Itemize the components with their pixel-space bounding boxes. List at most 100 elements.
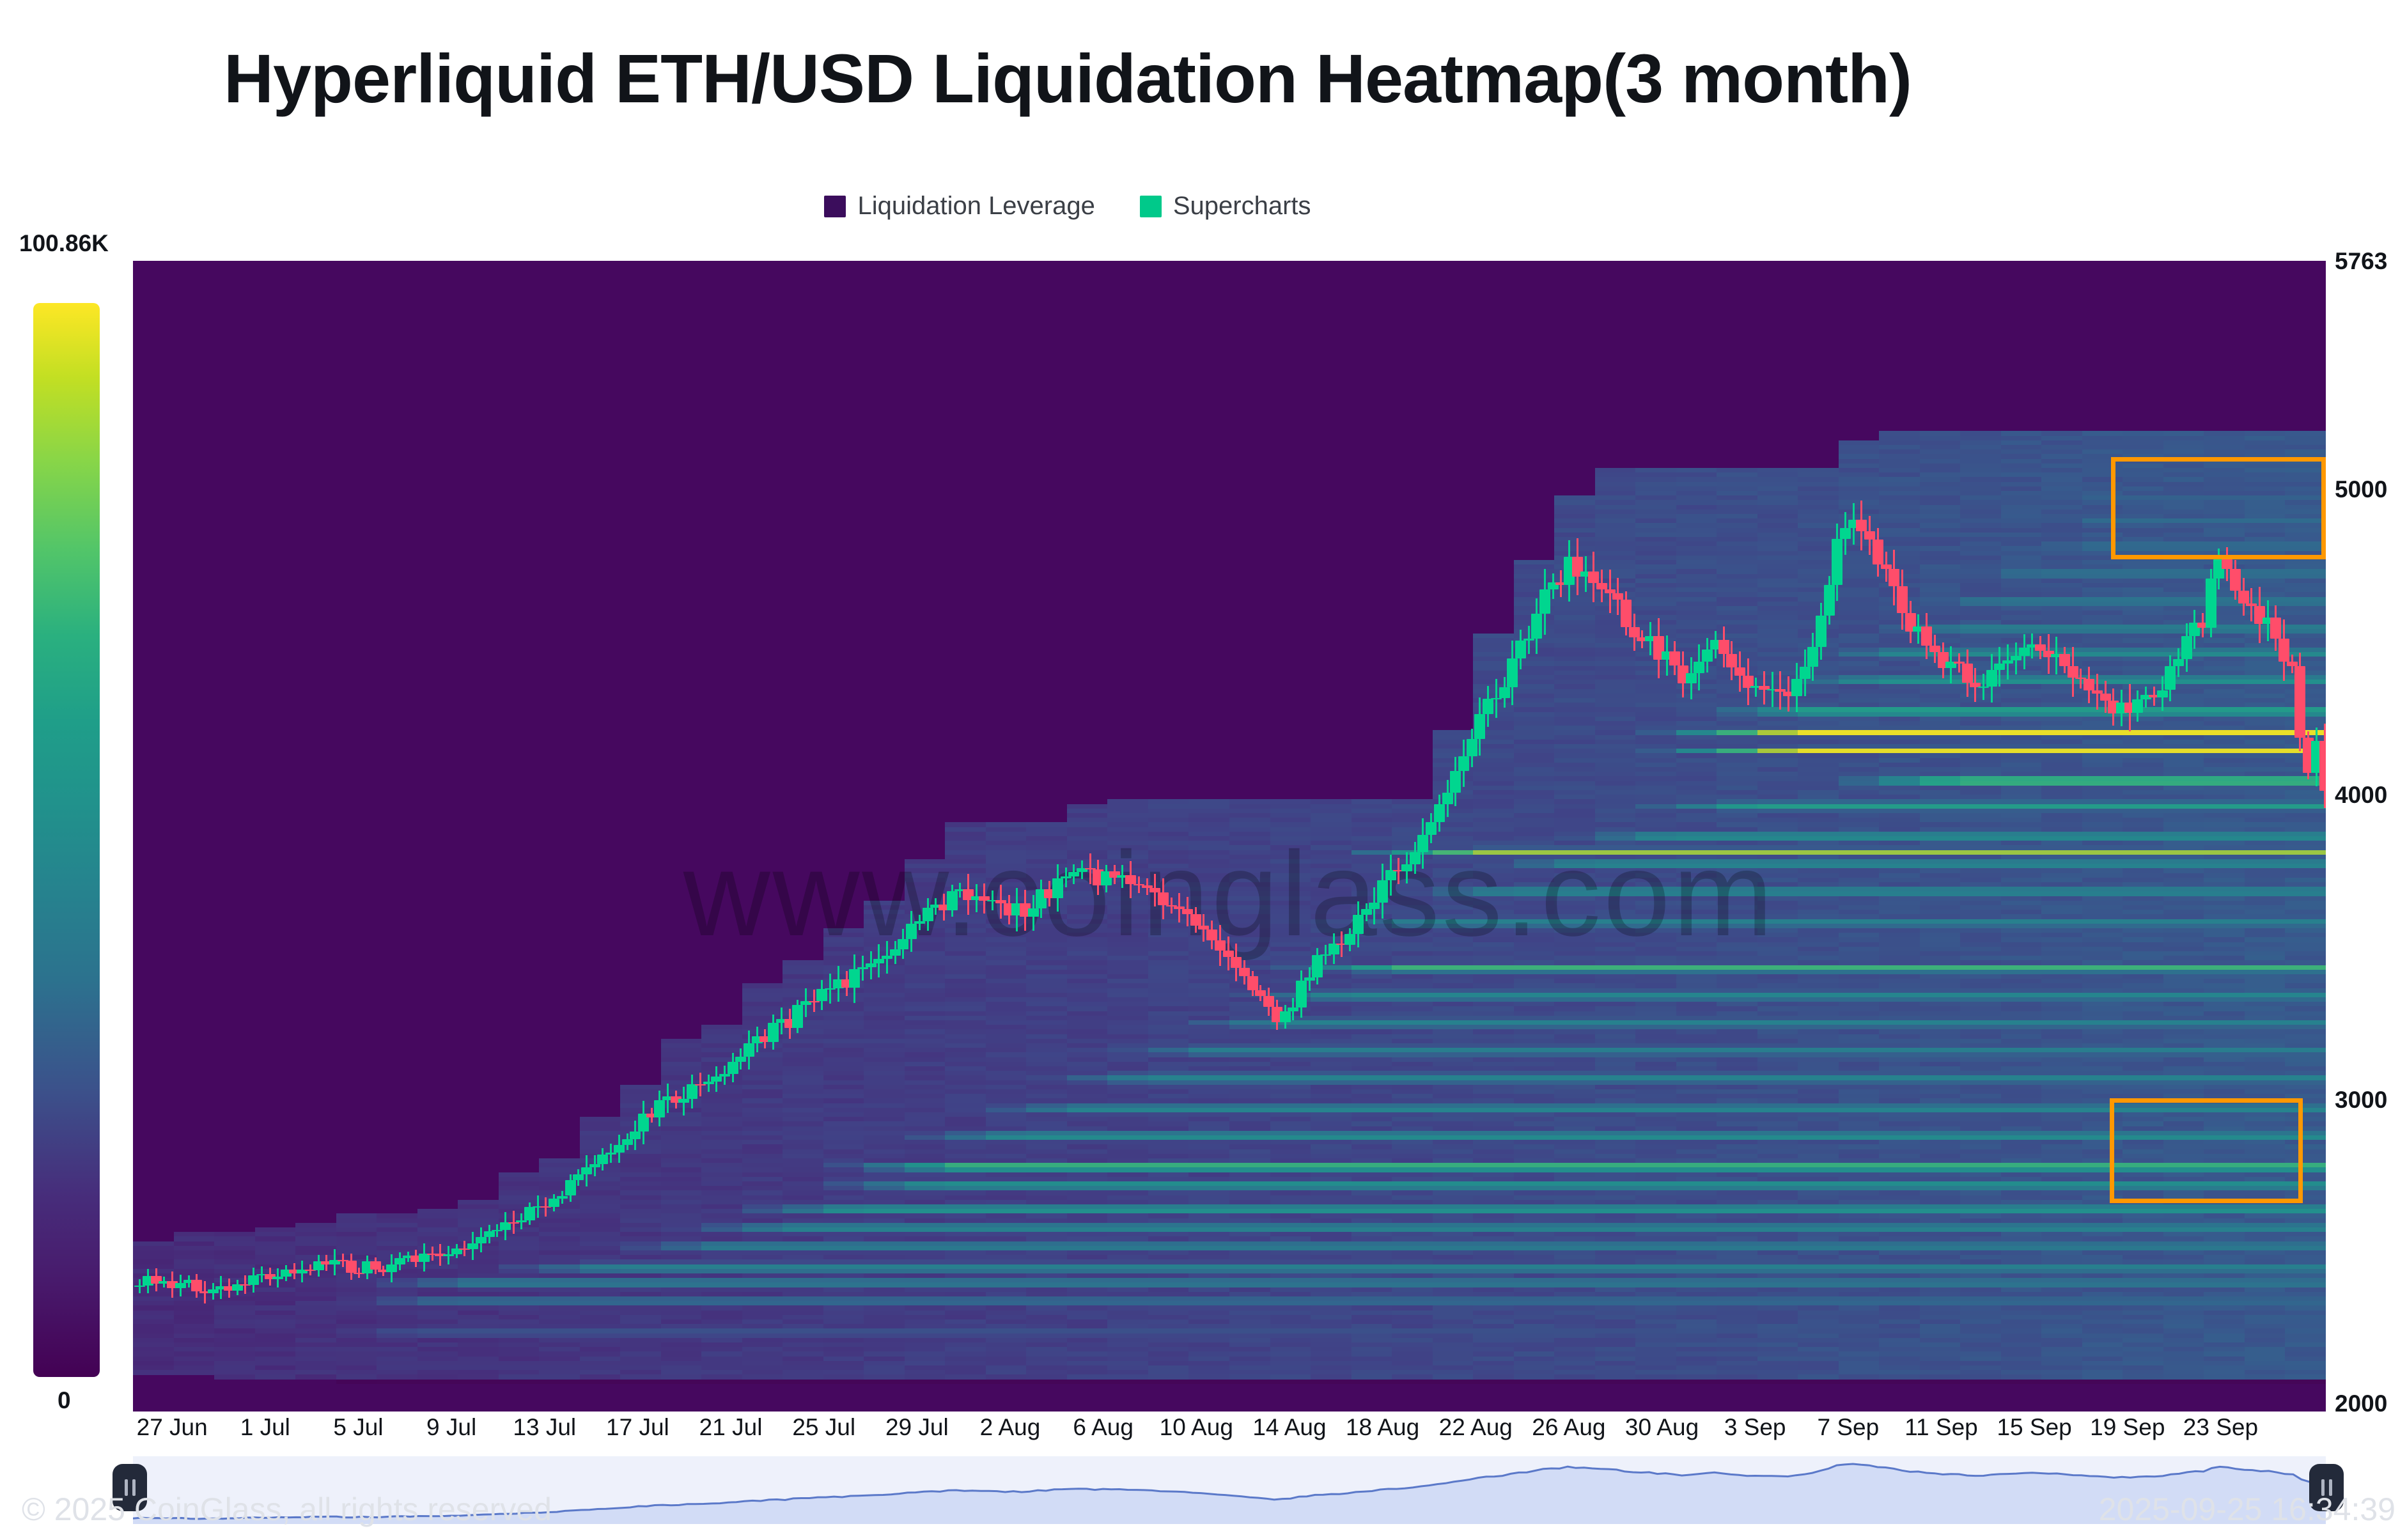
heatmap-cell bbox=[2163, 449, 2205, 455]
heatmap-cell bbox=[1594, 707, 1637, 713]
heatmap-cell bbox=[1879, 481, 1920, 487]
heatmap-cell bbox=[1798, 500, 1839, 506]
heatmap-cell bbox=[1879, 629, 1920, 634]
heatmap-cell bbox=[1717, 592, 1758, 598]
heatmap-cell bbox=[2041, 693, 2083, 699]
heatmap-row bbox=[133, 583, 2326, 588]
heatmap-cell bbox=[2082, 573, 2124, 579]
heatmap-cell bbox=[1798, 670, 1839, 676]
heatmap-cell bbox=[2082, 703, 2124, 708]
heatmap-cell bbox=[1594, 665, 1637, 671]
heatmap-cell bbox=[1798, 688, 1839, 694]
heatmap-cell bbox=[2163, 596, 2205, 602]
heatmap-cell bbox=[1879, 468, 1920, 473]
heatmap-cell bbox=[2163, 712, 2205, 717]
heatmap-cell bbox=[2285, 657, 2326, 662]
heatmap-cell bbox=[2082, 680, 2124, 685]
heatmap-cell bbox=[1960, 537, 2002, 542]
heatmap-cell bbox=[1717, 573, 1758, 579]
heatmap-cell bbox=[1919, 527, 1961, 533]
heatmap-cell bbox=[2204, 532, 2245, 538]
legend-item-supercharts[interactable]: Supercharts bbox=[1139, 192, 1311, 221]
heatmap-cell bbox=[1960, 472, 2002, 478]
heatmap-cell bbox=[1757, 550, 1799, 556]
heatmap-cell bbox=[1513, 638, 1555, 644]
heatmap-cell bbox=[2082, 560, 2124, 565]
heatmap-cell bbox=[1676, 634, 1718, 639]
heatmap-cell bbox=[1554, 661, 1596, 667]
heatmap-cell bbox=[2244, 596, 2286, 602]
heatmap-cell bbox=[1717, 688, 1758, 694]
heatmap-cell bbox=[2204, 675, 2245, 680]
heatmap-cell bbox=[1879, 684, 1920, 690]
heatmap-cell bbox=[2123, 698, 2164, 703]
heatmap-cell bbox=[1879, 573, 1920, 579]
heatmap-cell bbox=[2041, 560, 2083, 565]
heatmap-cell bbox=[2041, 472, 2083, 478]
heatmap-row bbox=[133, 569, 2326, 575]
heatmap-cell bbox=[2285, 647, 2326, 653]
heatmap-cell bbox=[2000, 619, 2043, 625]
heatmap-cell bbox=[1635, 500, 1677, 506]
heatmap-cell bbox=[2123, 477, 2164, 483]
heatmap-cell bbox=[2123, 440, 2164, 446]
heatmap-cell bbox=[1960, 546, 2002, 552]
heatmap-cell bbox=[2285, 578, 2326, 584]
heatmap-cell bbox=[2123, 578, 2164, 584]
heatmap-cell bbox=[1879, 537, 1920, 542]
heatmap-cell bbox=[2123, 583, 2164, 588]
heatmap-cell bbox=[1554, 504, 1596, 510]
heatmap-cell bbox=[1960, 573, 2002, 579]
heatmap-cell bbox=[1594, 514, 1637, 519]
heatmap-cell bbox=[1879, 518, 1920, 524]
heatmap-cell bbox=[2082, 615, 2124, 621]
heatmap-row bbox=[133, 596, 2326, 602]
colorbar-gradient bbox=[33, 303, 100, 1377]
heatmap-cell bbox=[1635, 596, 1677, 602]
heatmap-cell bbox=[1919, 712, 1961, 717]
heatmap-cell bbox=[1919, 468, 1961, 473]
heatmap-cell bbox=[1798, 665, 1839, 671]
heatmap-cell bbox=[1879, 500, 1920, 506]
heatmap-cell bbox=[1554, 601, 1596, 607]
heatmap-cell bbox=[2041, 454, 2083, 460]
heatmap-cell bbox=[1757, 573, 1799, 579]
heatmap-cell bbox=[1879, 458, 1920, 464]
heatmap-cell bbox=[2285, 675, 2326, 680]
heatmap-cell bbox=[2000, 680, 2043, 685]
heatmap-cell bbox=[2163, 569, 2205, 575]
heatmap-cell bbox=[1757, 716, 1799, 722]
heatmap-cell bbox=[1757, 491, 1799, 496]
heatmap-cell bbox=[1798, 693, 1839, 699]
heatmap-row bbox=[133, 675, 2326, 680]
heatmap-cell bbox=[1919, 698, 1961, 703]
heatmap-cell bbox=[2000, 491, 2043, 496]
heatmap-cell bbox=[2000, 495, 2043, 501]
heatmap-cell bbox=[1757, 601, 1799, 607]
heatmap-cell bbox=[1473, 634, 1515, 639]
heatmap-cell bbox=[1635, 481, 1677, 487]
heatmap-cell bbox=[2123, 537, 2164, 542]
heatmap-cell bbox=[2000, 527, 2043, 533]
heatmap-cell bbox=[2000, 541, 2043, 547]
heatmap-cell bbox=[2244, 440, 2286, 446]
heatmap-cell bbox=[1798, 661, 1839, 667]
heatmap-cell bbox=[1635, 555, 1677, 561]
heatmap-cell bbox=[1676, 504, 1718, 510]
heatmap-cell bbox=[2244, 688, 2286, 694]
heatmap-cell bbox=[1838, 583, 1880, 588]
heatmap-cell bbox=[2082, 716, 2124, 722]
heatmap-cell bbox=[2285, 688, 2326, 694]
heatmap-cell bbox=[1635, 583, 1677, 588]
heatmap-cell bbox=[1879, 491, 1920, 496]
heatmap-cell bbox=[1798, 486, 1839, 492]
heatmap-row bbox=[133, 495, 2326, 501]
heatmap-cell bbox=[1594, 468, 1637, 473]
heatmap-cell bbox=[2285, 537, 2326, 542]
heatmap-cell bbox=[2082, 486, 2124, 492]
heatmap-plot-area[interactable]: www.coinglass.com bbox=[133, 261, 2326, 1412]
heatmap-cell bbox=[1717, 578, 1758, 584]
legend-item-liquidation-leverage[interactable]: Liquidation Leverage bbox=[824, 192, 1095, 221]
heatmap-cell bbox=[1757, 472, 1799, 478]
heatmap-cell bbox=[1594, 698, 1637, 703]
